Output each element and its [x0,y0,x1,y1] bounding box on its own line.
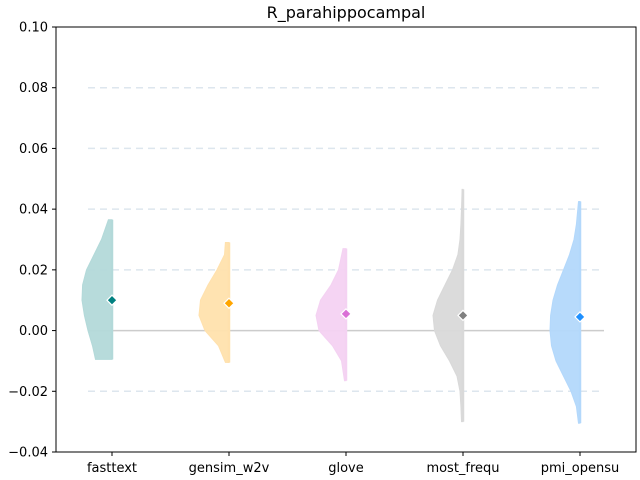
x-tick-label: glove [328,461,364,476]
violin-most_frequ [432,188,464,423]
plot-frame [55,26,637,453]
axes-layer: −0.04 −0.02 0.00 0.02 0.04 0.06 0.08 0.10 fastte… [8,21,637,476]
chart-title: R_parahippocampal [267,3,426,23]
y-tick-label: 0.06 [19,142,48,157]
y-tick-label: 0.04 [19,203,48,218]
y-tick-label: −0.04 [8,446,48,461]
violin-glove [315,248,347,382]
x-tick-label: gensim_w2v [189,461,270,476]
y-tick-label: 0.08 [19,81,48,96]
violin-gensim_w2v [198,241,230,363]
mean-marker-gensim_w2v [223,297,235,310]
violin-pmi_opensu [549,201,581,424]
y-tick-label: −0.02 [8,385,48,400]
y-tick-label: 0.10 [19,21,48,36]
y-tick-label: 0.00 [19,324,48,339]
mean-marker-fasttext [106,294,118,307]
x-tick-label: most_frequ [426,461,499,476]
x-tick-label: fasttext [87,461,137,476]
mean-marker-pmi_opensu [574,311,586,323]
violin-fasttext [81,219,113,360]
y-tick-label: 0.02 [19,263,48,278]
violin-layer [81,188,586,424]
x-tick-label: pmi_opensu [541,461,619,476]
mean-marker-most_frequ [457,309,469,322]
mean-marker-glove [340,308,352,320]
